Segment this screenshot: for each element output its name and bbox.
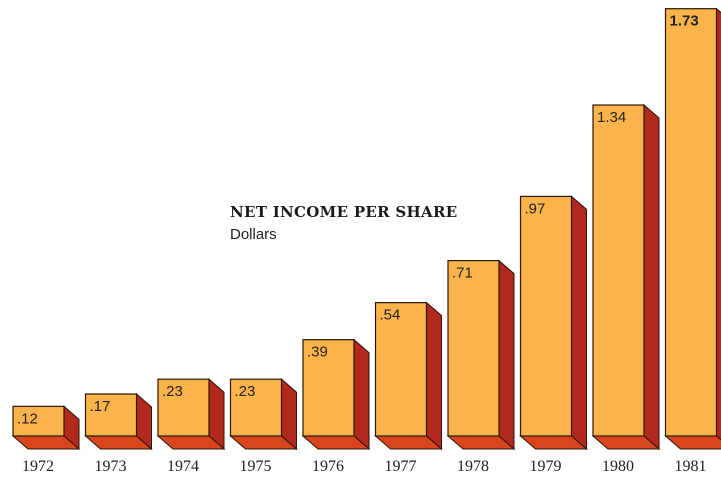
bar-1977: .54 1977 [374,301,443,475]
bar-bottom [664,435,721,450]
year-label: 1974 [167,458,199,475]
bar-side [716,7,721,441]
year-label: 1976 [312,458,344,475]
bar-side [426,301,442,451]
chart-subtitle: Dollars [230,226,277,243]
bar-value-label: .71 [452,265,473,282]
bar-value-label: .23 [162,383,183,400]
year-label: 1975 [240,458,272,475]
bar-front [374,302,428,437]
bar-value-label: 1.34 [597,109,626,126]
bar-front [447,260,500,437]
bar-value-label: .97 [525,200,546,217]
bar-front [664,8,718,437]
bar-1974: .23 1974 [156,378,226,475]
bar-front [229,378,283,437]
bar-front [84,393,138,437]
bar-1972: .12 1972 [11,405,81,475]
bar-value-label: .12 [17,410,38,427]
bar-side [643,103,660,451]
bar-side [571,195,587,451]
bar-front [592,104,645,437]
bar-value-label: .39 [307,344,328,361]
bar-value-label: .17 [90,398,111,415]
bar-front [519,195,573,437]
bar-1980: 1.34 1980 [591,103,661,475]
chart-title: NET INCOME PER SHARE [230,203,458,221]
bar-value-label: .23 [235,383,256,400]
year-label: 1973 [95,458,127,475]
bar-front [12,405,65,437]
year-label: 1979 [530,458,562,475]
bar-1979: .97 1979 [519,195,588,475]
bar-front [157,378,210,437]
bar-1975: .23 1975 [229,378,298,475]
bar-value-label: 1.73 [670,13,699,30]
bar-side [353,338,370,451]
year-label: 1977 [385,458,417,475]
bar-1981: 1.73 1981 [664,7,721,475]
year-label: 1972 [22,458,54,475]
year-label: 1981 [675,458,707,475]
bar-front [302,339,355,437]
bar-1976: .39 1976 [301,338,371,475]
bar-value-label: .54 [380,307,401,324]
bar-1973: .17 1973 [84,392,153,475]
year-label: 1978 [457,458,489,475]
year-label: 1980 [602,458,634,475]
bar-1978: .71 1978 [446,259,516,475]
bar-side [498,259,515,451]
